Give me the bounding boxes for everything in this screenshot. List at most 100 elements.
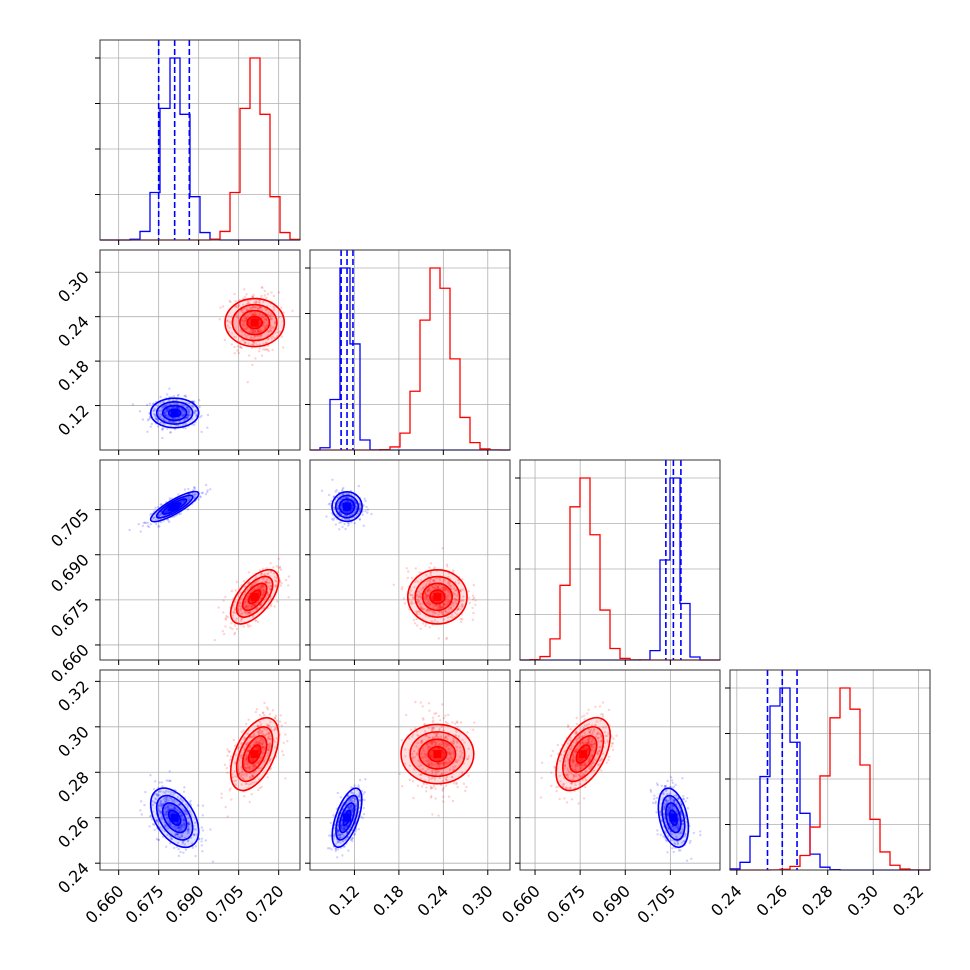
scatter-point — [177, 848, 180, 851]
scatter-point — [161, 785, 164, 788]
scatter-point — [258, 714, 262, 717]
scatter-point — [235, 580, 239, 584]
scatter-point — [441, 789, 444, 792]
scatter-point — [233, 352, 236, 355]
scatter-point — [148, 402, 152, 405]
scatter-point — [242, 324, 245, 327]
scatter-point — [177, 393, 180, 396]
scatter-point — [230, 622, 233, 625]
scatter-point — [245, 308, 249, 311]
scatter-point — [223, 763, 227, 766]
scatter-point — [272, 294, 276, 298]
scatter-point — [272, 326, 275, 329]
scatter-point — [199, 495, 202, 499]
scatter-point — [247, 625, 250, 628]
scatter-point — [159, 413, 163, 416]
scatter-point — [160, 421, 163, 424]
scatter-point — [251, 363, 254, 367]
scatter-point — [370, 512, 373, 516]
scatter-point — [226, 754, 229, 757]
scatter-point — [224, 617, 227, 620]
scatter-point — [251, 306, 255, 309]
scatter-point — [362, 792, 365, 795]
scatter-point — [234, 305, 237, 308]
scatter-point — [261, 286, 264, 290]
scatter-point — [262, 321, 265, 324]
scatter-point — [187, 487, 190, 491]
scatter-point — [282, 741, 285, 744]
y-tick-label: 0.675 — [47, 595, 93, 641]
scatter-point — [250, 343, 253, 346]
scatter-point — [248, 307, 251, 311]
scatter-point — [196, 804, 200, 807]
scatter-point — [233, 624, 237, 627]
scatter-point — [437, 637, 440, 640]
scatter-point — [184, 427, 187, 430]
scatter-point — [159, 503, 162, 506]
scatter-point — [244, 328, 248, 331]
scatter-point — [467, 590, 470, 593]
scatter-point — [146, 419, 150, 422]
scatter-point — [279, 714, 282, 717]
scatter-point — [228, 299, 231, 303]
scatter-point — [253, 306, 256, 309]
scatter-point — [430, 795, 433, 798]
scatter-point — [193, 423, 196, 427]
scatter-point — [660, 784, 663, 787]
scatter-point — [188, 402, 191, 405]
y-tick-label: 0.705 — [47, 505, 93, 551]
scatter-point — [219, 306, 222, 309]
scatter-point — [418, 571, 421, 574]
scatter-point — [164, 414, 167, 417]
scatter-point — [249, 306, 253, 309]
scatter-point — [273, 716, 277, 719]
scatter-point — [434, 787, 437, 790]
scatter-point — [240, 338, 244, 341]
x-tick-label: 0.690 — [162, 881, 208, 927]
scatter-point — [183, 394, 186, 398]
scatter-point — [280, 724, 283, 727]
scatter-series-1 — [218, 286, 294, 384]
scatter-point — [412, 796, 415, 800]
scatter-point — [259, 305, 262, 308]
scatter-point — [224, 805, 227, 809]
scatter-point — [277, 291, 281, 294]
scatter-point — [471, 606, 474, 610]
scatter-point — [187, 410, 190, 413]
scatter-point — [261, 567, 265, 570]
scatter-point — [149, 815, 152, 818]
scatter-point — [242, 339, 245, 342]
scatter-point — [237, 351, 240, 355]
scatter-point — [471, 618, 475, 621]
scatter-point — [186, 508, 190, 511]
scatter-point — [194, 409, 198, 412]
scatter-point — [139, 530, 142, 533]
scatter-point — [270, 291, 273, 294]
y-tick-label: 0.26 — [54, 813, 93, 852]
density-peak — [170, 813, 179, 822]
scatter-point — [258, 307, 262, 310]
scatter-point — [459, 721, 463, 724]
scatter-point — [248, 354, 251, 357]
scatter-point — [264, 326, 267, 329]
x-tick-label: 0.720 — [242, 881, 288, 927]
scatter-point — [420, 785, 424, 788]
scatter-point — [262, 348, 265, 351]
histogram-panel — [99, 39, 301, 241]
scatter-point — [442, 795, 445, 798]
scatter-point — [201, 814, 204, 817]
scatter-point — [181, 415, 184, 418]
scatter-point — [331, 478, 334, 481]
scatter-point — [252, 305, 255, 308]
scatter-point — [195, 414, 198, 418]
scatter-point — [186, 406, 189, 409]
scatter-point — [159, 402, 162, 405]
scatter-point — [254, 306, 258, 309]
scatter-point — [187, 414, 191, 417]
scatter-point — [429, 562, 433, 565]
scatter-point — [253, 311, 257, 315]
scatter-point — [671, 781, 674, 785]
scatter-point — [682, 795, 685, 798]
scatter-point — [446, 721, 449, 725]
scatter-point — [330, 848, 333, 851]
